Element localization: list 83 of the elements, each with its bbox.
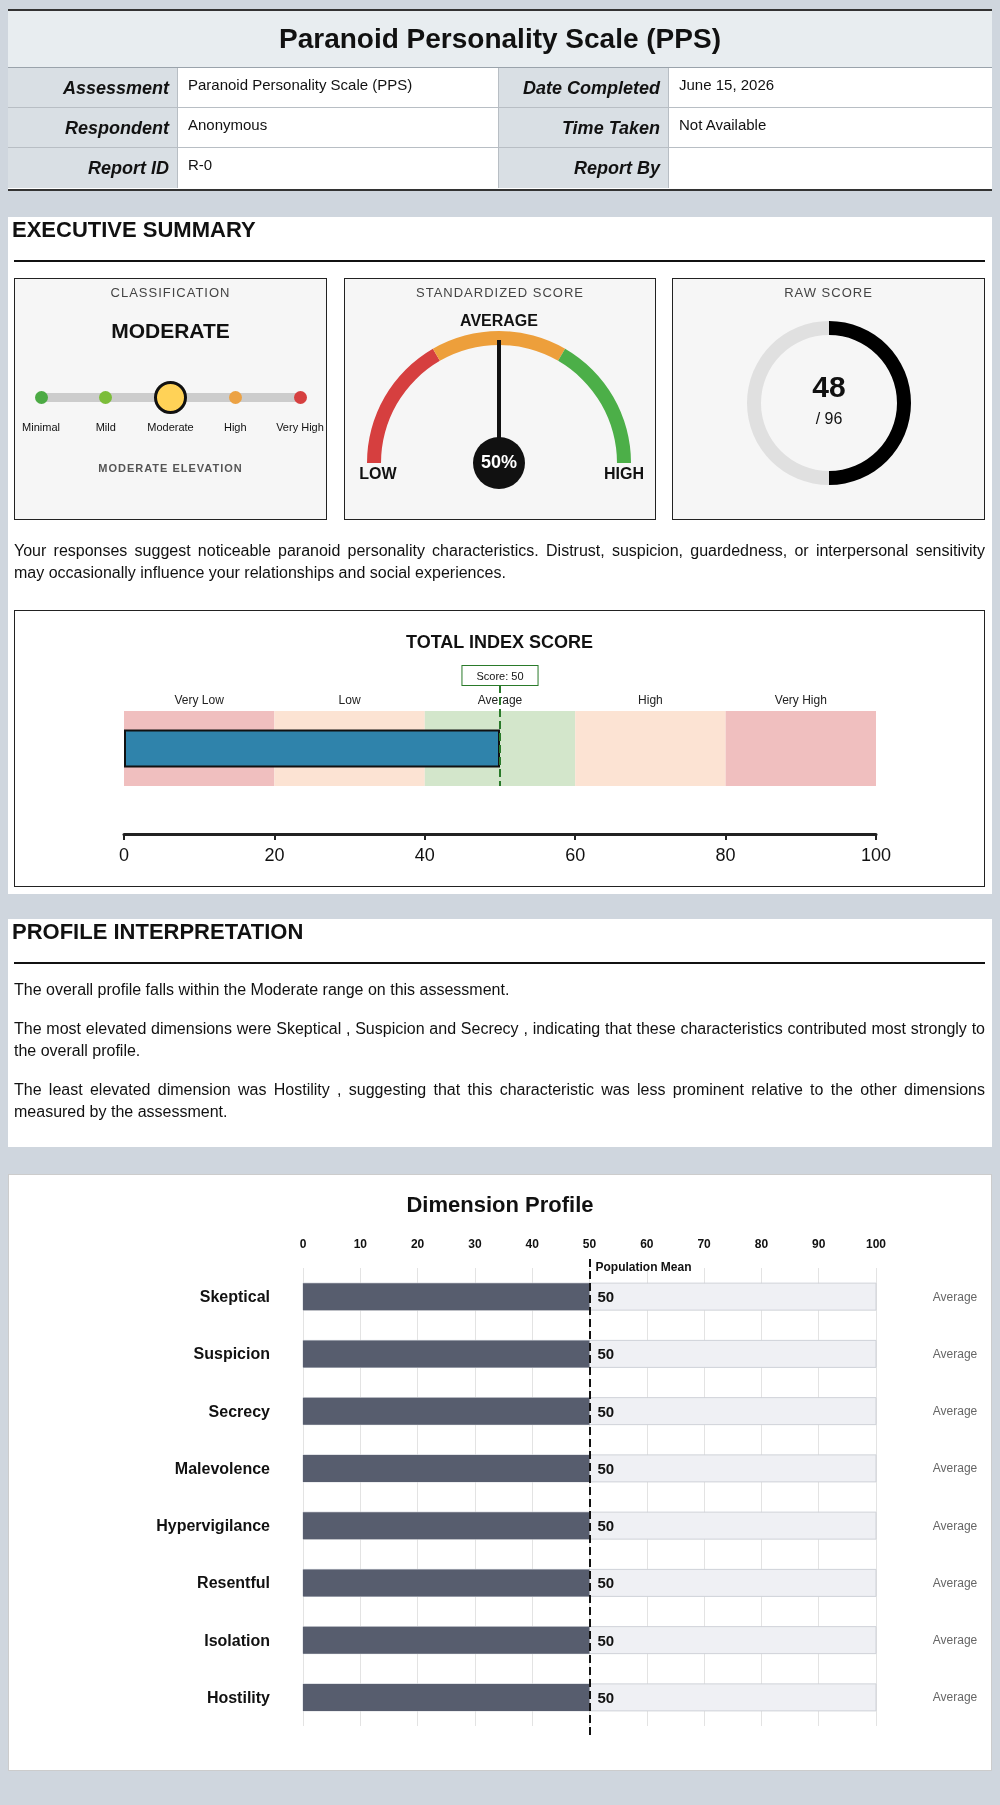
x-tick-label: 40 [414,845,435,865]
text: Assessment [62,78,169,98]
text: The least elevated dimension was Hostility , suggesting that this characteristic was less prominent relative to the other dimensions measured by the assessment. [14,1081,985,1120]
category-label: Moderate [147,421,194,433]
data-label: 50 [597,1574,615,1592]
ref-line-label: Population Mean [595,1260,692,1274]
data-label: 50 [597,1688,615,1706]
chart-title: STANDARDIZED SCORE [416,285,584,300]
slice-label: AVERAGE [460,311,539,329]
category-label: Minimal [22,421,60,433]
text: MODERATE ELEVATION [98,462,243,474]
text: Average [932,1690,978,1705]
text: Your responses suggest noticeable paranoid personality characteristics. Distrust, suspicion, guardedness, or interpersonal sensitivity may occasionally influence your relationships and social experiences. [14,542,985,581]
text: / 96 [815,409,843,427]
band-label: Very High [774,693,827,707]
data-label: 50 [597,1631,615,1649]
text: 48 [812,369,846,403]
data-label: 50 [597,1288,615,1306]
x-tick-label: 70 [697,1237,712,1251]
ref-line-label: Score: 50 [476,669,524,682]
y-tick-label: Skeptical [199,1288,270,1306]
text: Paranoid Personality Scale (PPS) [188,76,413,93]
category-label: Very High [276,421,324,433]
text: Date Completed [522,78,660,98]
text: EXECUTIVE SUMMARY [12,217,256,242]
text: Average [932,1346,978,1361]
data-label: 50 [597,1517,615,1535]
text: Average [932,1575,978,1590]
chart-title: Dimension Profile [406,1191,594,1217]
x-tick-label: 10 [353,1237,368,1251]
text: The most elevated dimensions were Skeptical , Suspicion and Secrecy , indicating that these characteristics contributed most strongly to the overall profile. [14,1020,985,1059]
x-tick-label: 0 [299,1237,307,1251]
text: Report ID [88,158,169,178]
band-label: Low [338,693,361,707]
text: Report By [573,158,660,178]
x-tick-label: 80 [754,1237,769,1251]
category-label: High [223,421,247,433]
x-tick-label: 40 [525,1237,540,1251]
text: The overall profile falls within the Moderate range on this assessment. [14,981,510,998]
chart-title: RAW SCORE [784,285,873,300]
data-label: 50 [597,1345,615,1363]
data-label: 50 [597,1459,615,1477]
y-tick-label: Malevolence [174,1459,271,1477]
text: Average [932,1461,978,1476]
band-label: Very Low [174,693,225,707]
x-tick-label: 20 [264,845,285,865]
x-tick-label: 50 [582,1237,597,1251]
y-tick-label: Secrecy [208,1402,271,1420]
y-tick-label: Suspicion [193,1345,270,1363]
x-tick-label: 0 [118,845,130,865]
y-tick-label: Isolation [204,1631,270,1649]
text: CLASSIFICATION [110,285,231,300]
data-label: 50 [597,1402,615,1420]
text: Average [932,1633,978,1648]
y-tick-label: Resentful [197,1574,270,1592]
text: Time Taken [561,118,660,138]
text: R-0 [188,156,213,173]
text: Respondent [64,118,169,138]
category-label: Mild [95,421,116,433]
text: Paranoid Personality Scale (PPS) [279,23,721,55]
text: Average [932,1289,978,1304]
x-tick-label: 30 [468,1237,482,1251]
x-tick-label: 20 [410,1237,425,1251]
text: PROFILE INTERPRETATION [12,919,304,944]
text: Average [932,1518,978,1533]
band-label: High [638,693,663,707]
text: Average [932,1404,978,1419]
slice-label: LOW [359,464,398,482]
chart-title: TOTAL INDEX SCORE [405,632,594,652]
slice-label: HIGH [604,464,644,482]
text: Anonymous [188,116,268,133]
x-tick-label: 100 [865,1237,887,1251]
y-tick-label: Hostility [206,1688,271,1706]
x-tick-label: 80 [715,845,736,865]
x-tick-label: 60 [565,845,586,865]
text: June 15, 2026 [679,76,775,93]
x-tick-label: 90 [812,1237,826,1251]
text: MODERATE [111,319,230,342]
x-tick-label: 100 [860,845,892,865]
y-tick-label: Hypervigilance [156,1517,271,1535]
text: Not Available [679,116,767,133]
text: 50% [480,452,518,472]
x-tick-label: 60 [640,1237,654,1251]
